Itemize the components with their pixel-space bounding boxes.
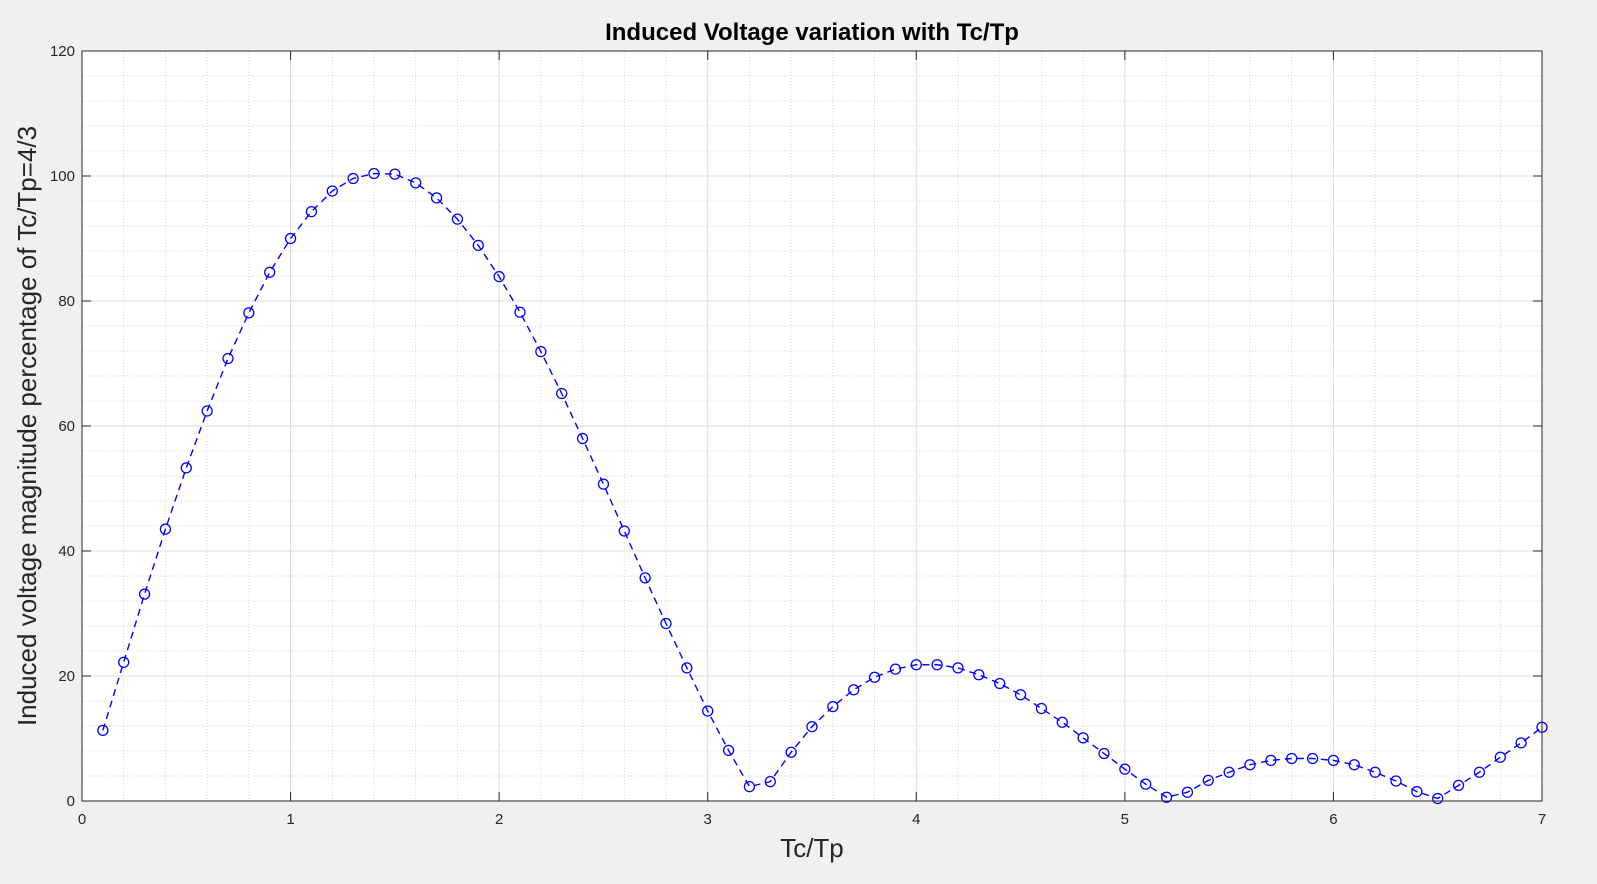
- data-point: [556, 387, 568, 400]
- data-point: [1077, 732, 1089, 744]
- data-point: [868, 671, 881, 683]
- data-point: [785, 746, 797, 758]
- data-point: [493, 270, 505, 283]
- data-point: [1473, 766, 1486, 778]
- x-tick-label: 2: [495, 811, 503, 828]
- x-tick-label: 0: [78, 811, 86, 828]
- x-tick-labels: 0 1 2 3 4 5 6 7: [78, 811, 1546, 828]
- y-tick-label: 0: [67, 793, 75, 810]
- data-point: [1265, 754, 1277, 767]
- data-point: [201, 405, 213, 417]
- data-point: [1244, 759, 1256, 771]
- data-point: [764, 775, 776, 788]
- data-point: [973, 669, 985, 681]
- major-grid: [82, 51, 1542, 801]
- data-point: [472, 239, 484, 252]
- data-point: [910, 659, 922, 671]
- data-point: [1140, 778, 1152, 790]
- axis-ticks: [81, 50, 1543, 802]
- data-point: [1494, 751, 1506, 763]
- data-point: [118, 656, 130, 668]
- data-point: [410, 177, 422, 189]
- data-point: [1452, 779, 1465, 792]
- data-point: [97, 724, 109, 737]
- data-point: [931, 659, 943, 671]
- y-axis-label: Induced voltage magnitude percentage of …: [12, 126, 42, 726]
- data-point: [618, 525, 630, 537]
- data-point: [743, 780, 756, 793]
- data-point: [702, 705, 714, 717]
- data-point: [806, 720, 818, 733]
- data-point: [1056, 716, 1068, 728]
- data-point: [1014, 689, 1027, 701]
- data-point: [243, 307, 255, 319]
- data-point: [827, 700, 839, 713]
- data-point: [1390, 775, 1402, 787]
- data-point: [159, 523, 172, 535]
- data-point: [284, 232, 297, 245]
- x-tick-label: 6: [1329, 811, 1337, 828]
- data-point: [722, 744, 735, 757]
- x-tick-label: 3: [704, 811, 712, 828]
- y-tick-label: 60: [58, 418, 75, 435]
- data-point: [576, 432, 589, 445]
- series-markers: [97, 167, 1548, 805]
- series-line: [102, 172, 1543, 800]
- x-tick-label: 1: [286, 811, 294, 828]
- data-point: [389, 168, 401, 180]
- x-axis-label: Tc/Tp: [780, 833, 844, 863]
- data-point: [1286, 752, 1298, 765]
- data-point: [368, 167, 380, 180]
- data-point: [326, 185, 338, 197]
- data-point: [1515, 737, 1527, 749]
- data-point: [514, 306, 526, 318]
- data-point: [347, 172, 359, 185]
- y-tick-label: 20: [58, 668, 75, 685]
- data-point: [1160, 791, 1173, 803]
- data-point: [1181, 786, 1194, 798]
- x-tick-label: 4: [912, 811, 920, 828]
- data-point: [639, 572, 651, 584]
- data-point: [1035, 702, 1048, 715]
- data-point: [1306, 752, 1319, 765]
- data-point: [1327, 754, 1340, 767]
- y-tick-label: 80: [58, 293, 75, 310]
- y-tick-labels: 0 20 40 60 80 100 120: [50, 43, 75, 810]
- data-point: [1223, 766, 1235, 778]
- data-point: [1202, 774, 1214, 787]
- x-tick-label: 7: [1538, 811, 1546, 828]
- data-point: [1432, 792, 1444, 805]
- data-point: [264, 266, 276, 278]
- y-tick-label: 120: [50, 43, 75, 60]
- data-point: [1369, 766, 1381, 778]
- data-point: [994, 677, 1006, 690]
- data-point: [681, 662, 693, 674]
- series-layer: [97, 167, 1548, 805]
- data-point: [1098, 747, 1110, 760]
- data-point: [535, 345, 547, 358]
- data-point: [222, 352, 234, 365]
- data-point: [1411, 785, 1423, 798]
- data-point: [660, 617, 672, 630]
- data-point: [180, 462, 192, 474]
- data-point: [451, 213, 464, 225]
- data-point: [1119, 763, 1131, 775]
- y-tick-label: 40: [58, 543, 75, 560]
- data-point: [848, 684, 860, 696]
- data-point: [952, 662, 964, 674]
- y-tick-label: 100: [50, 168, 75, 185]
- x-tick-label: 5: [1121, 811, 1129, 828]
- data-point: [430, 192, 443, 204]
- data-point: [305, 205, 318, 218]
- data-point: [597, 478, 610, 490]
- chart-title: Induced Voltage variation with Tc/Tp: [605, 19, 1019, 46]
- data-point: [889, 663, 902, 675]
- data-point: [138, 588, 151, 600]
- data-point: [1348, 759, 1360, 771]
